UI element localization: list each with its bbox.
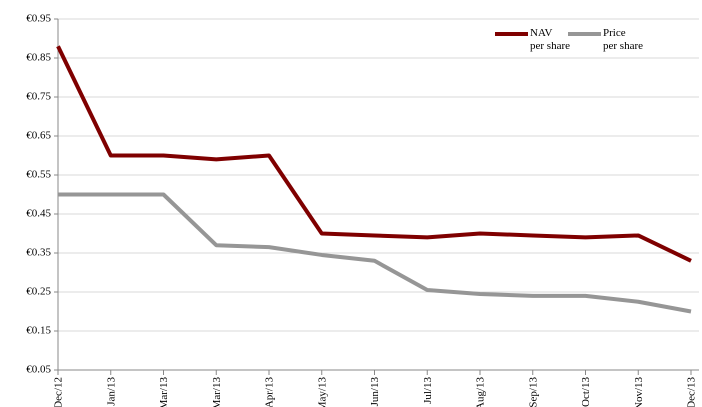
x-tick-label: Jul/13 [422,377,434,404]
y-tick-label: €0.65 [26,130,51,142]
x-tick-label: Jun/13 [369,377,381,407]
x-tick-label: Oct/13 [580,377,592,407]
legend-label: NAV per share [530,27,571,52]
y-tick-label: €0.25 [26,286,51,298]
y-tick-label: €0.05 [26,364,51,376]
x-tick-label: Mar/13 [211,377,223,407]
x-tick-label: Dec/13 [686,377,698,407]
x-tick-label: Jan/13 [105,377,117,406]
x-tick-label: Aug/13 [475,377,487,407]
y-tick-label: €0.45 [26,208,51,220]
x-tick-label: Apr/13 [264,377,276,407]
y-tick-label: €0.75 [26,91,51,103]
x-tick-label: Dec/12 [53,377,65,407]
y-tick-label: €0.55 [26,169,51,181]
series-line [58,192,692,314]
legend-label: Price per share [603,27,644,52]
x-tick-label: Mar/13 [158,377,170,407]
y-tick-label: €0.85 [26,52,51,64]
y-tick-label: €0.35 [26,247,51,259]
x-tick-label: Sep/13 [527,377,539,407]
x-tick-label: Nov/13 [633,377,645,407]
series-line [56,45,692,263]
y-tick-label: €0.15 [26,325,51,337]
x-tick-label: May/13 [316,377,328,407]
y-tick-label: €0.95 [26,13,51,25]
